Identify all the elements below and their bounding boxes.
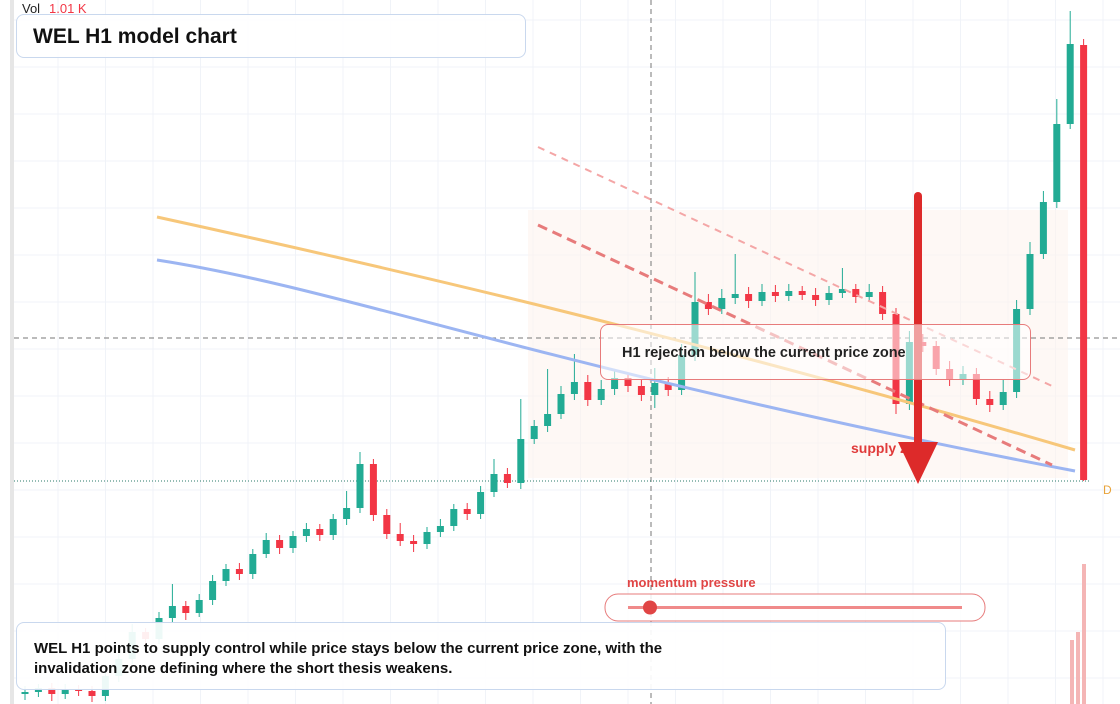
candle-body [999,392,1007,405]
candle-body [396,534,404,541]
candle-body [423,532,431,544]
candle-body [222,569,230,581]
title-box: WEL H1 model chart [16,14,526,58]
candle-body [838,289,846,293]
candle-body [289,536,297,548]
candle-body [771,292,779,296]
candle-body [182,606,190,613]
candle-body [477,492,485,514]
candle-body [865,292,873,297]
candle-body [651,383,659,395]
momentum-label: momentum pressure [627,575,756,590]
candle-body [490,474,498,492]
annotation-box: H1 rejection below the current price zon… [600,324,1031,380]
candle-body [316,529,324,535]
annotation: H1 rejection below the current price zon… [622,345,906,361]
trendline-lower [537,223,1053,467]
momentum-knob [643,600,657,615]
candle-body [1080,45,1088,480]
candle-body [517,439,525,483]
candle-body [75,689,83,691]
volume-bar [1070,640,1074,704]
candle-body [557,394,565,414]
candle-body [611,378,619,389]
candle-body [262,540,270,554]
candle-body [450,509,458,526]
candle-body [249,554,257,574]
candle-body [383,515,391,534]
candle-body [718,298,726,309]
candle-body [463,509,471,514]
volume-bar [1082,564,1086,704]
arrow-head [898,442,938,484]
candle-body [343,508,351,519]
candle-body [503,474,511,483]
chart-title: WEL H1 model chart [33,25,237,48]
candle-body [21,692,29,694]
candle-body [88,691,96,696]
candle-body [704,302,712,309]
candle-body [812,295,820,300]
candle-body [1039,202,1047,254]
candle-body [1026,254,1034,309]
volume-value: 1.01 K [49,1,87,16]
candle-body [624,378,632,386]
volume-label: Vol [22,1,40,16]
candle-body [731,294,739,298]
price-marker: D [1103,483,1112,497]
candle-body [758,292,766,301]
candle-body [986,399,994,405]
candle-body [584,382,592,400]
candle-body [798,291,806,295]
candle-body [530,426,538,439]
candle-body [825,293,833,300]
candle-body [1066,44,1074,124]
candle-body [436,526,444,532]
caption-box: WEL H1 points to supply control while pr… [16,622,946,690]
candle-body [48,688,56,694]
candle-body [209,581,217,600]
candle-body [570,382,578,394]
candle-body [1053,124,1061,202]
candle-body [369,464,377,515]
left-edge [10,0,14,704]
candle-body [852,289,860,297]
candle-body [785,291,793,296]
candle-body [356,464,364,508]
moving-average-fast [156,258,1076,473]
candle-body [276,540,284,548]
candle-body [34,688,42,692]
candle-body [664,383,672,390]
candle-body [168,606,176,618]
candle-body [235,569,243,574]
caption: WEL H1 points to supply control while pr… [34,640,663,677]
volume-bar [1076,632,1080,704]
candle-body [410,541,418,544]
candle-body [972,374,980,399]
candle-body [544,414,552,426]
candle-body [637,386,645,395]
candle-body [879,292,887,314]
candle-body [195,600,203,613]
candle-body [329,519,337,535]
candle-body [745,294,753,301]
candle-body [61,689,69,694]
candle-body [302,529,310,536]
candle-body [597,389,605,400]
